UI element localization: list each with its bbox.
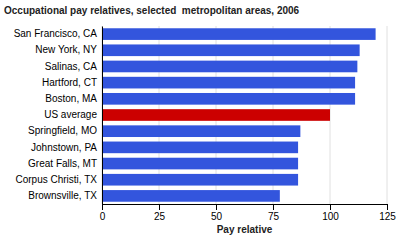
- bar: [102, 174, 298, 186]
- bar: [102, 28, 376, 40]
- tick-mark: [102, 204, 103, 210]
- tick-label: 50: [211, 211, 223, 222]
- bar: [102, 158, 298, 170]
- bars: [102, 28, 376, 201]
- tick: Salinas, CA: [45, 61, 102, 72]
- tick: 100: [322, 204, 339, 222]
- tick-label: Hartford, CT: [42, 77, 97, 88]
- bar: [102, 44, 360, 56]
- tick-mark: [159, 204, 160, 210]
- tick: Hartford, CT: [42, 77, 102, 88]
- bar: [102, 109, 330, 121]
- y-axis: San Francisco, CA New York, NY Salinas, CA…: [14, 27, 103, 205]
- tick-label: San Francisco, CA: [14, 28, 98, 39]
- tick-label: Salinas, CA: [45, 61, 98, 72]
- bar: [102, 77, 355, 89]
- bar: [102, 93, 355, 105]
- axis-line: [103, 205, 388, 211]
- tick: US average: [44, 109, 102, 120]
- tick: 0: [100, 204, 106, 222]
- grid: [102, 26, 387, 204]
- bar: [102, 142, 298, 154]
- chart-title: Occupational pay relatives, selected met…: [4, 5, 300, 16]
- tick-label: Springfield, MO: [28, 125, 97, 136]
- grid-line: [102, 26, 103, 204]
- tick-label: Great Falls, MT: [28, 158, 97, 169]
- tick: Johnstown, PA: [31, 142, 102, 153]
- x-axis: 0 25 50 75 100 125: [100, 204, 397, 222]
- tick: 50: [211, 204, 223, 222]
- tick: 75: [268, 204, 280, 222]
- tick-label: 100: [322, 211, 339, 222]
- tick-mark: [387, 204, 388, 210]
- tick: New York, NY: [35, 44, 102, 55]
- bar: [102, 190, 280, 202]
- tick-label: New York, NY: [35, 44, 97, 55]
- tick-label: Johnstown, PA: [31, 142, 97, 153]
- tick: San Francisco, CA: [14, 28, 102, 39]
- bar: [102, 125, 300, 137]
- plot-area: 0 25 50 75 100 125 San Francisco, CA New York, …: [14, 26, 397, 222]
- axis-line: [102, 27, 103, 205]
- tick: Great Falls, MT: [28, 158, 102, 169]
- tick-label: 25: [154, 211, 166, 222]
- tick-mark: [216, 204, 217, 210]
- tick: 25: [154, 204, 166, 222]
- tick-mark: [330, 204, 331, 210]
- tick: Corpus Christi, TX: [15, 174, 102, 185]
- tick: Springfield, MO: [28, 125, 102, 136]
- tick-label: Boston, MA: [45, 93, 97, 104]
- tick: Boston, MA: [45, 93, 102, 104]
- tick-label: US average: [44, 109, 97, 120]
- tick: 125: [379, 204, 396, 222]
- tick-mark: [273, 204, 274, 210]
- tick-label: 125: [379, 211, 396, 222]
- tick-label: Brownsville, TX: [28, 190, 97, 201]
- tick-label: 0: [100, 211, 106, 222]
- bar: [102, 61, 357, 73]
- chart-svg: Occupational pay relatives, selected met…: [0, 0, 401, 238]
- tick: Brownsville, TX: [28, 190, 102, 201]
- grid-line: [387, 26, 388, 204]
- x-axis-label: Pay relative: [217, 224, 273, 235]
- tick-label: Corpus Christi, TX: [15, 174, 97, 185]
- tick-label: 75: [268, 211, 280, 222]
